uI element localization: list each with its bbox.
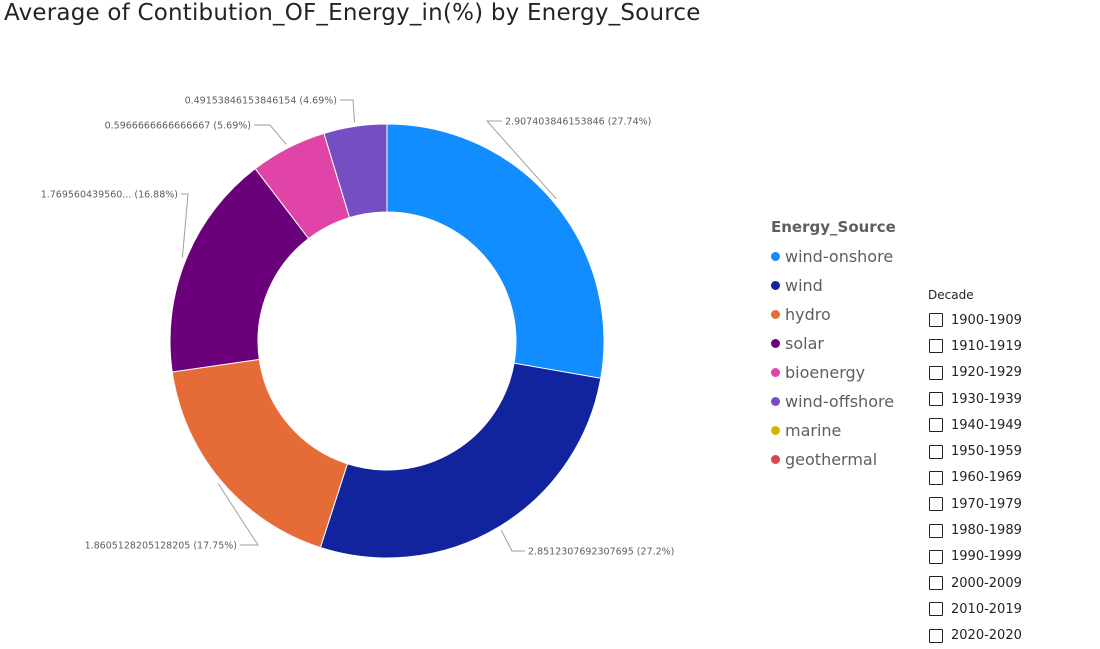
slicer-option-label: 1970-1979	[951, 496, 1022, 512]
legend-item-wind[interactable]: wind	[771, 271, 896, 300]
data-label: 1.769560439560... (16.88%)	[41, 190, 178, 201]
checkbox-icon[interactable]	[929, 365, 943, 380]
leader-line	[500, 529, 525, 552]
leader-line	[485, 120, 557, 200]
legend-marker-icon	[771, 397, 780, 406]
legend-item-marine[interactable]: marine	[771, 416, 896, 445]
slicer-option[interactable]: 1960-1969	[928, 465, 1022, 491]
legend-marker-icon	[771, 252, 780, 261]
legend-item-bioenergy[interactable]: bioenergy	[771, 358, 896, 387]
slicer-option-label: 1960-1969	[951, 470, 1022, 486]
legend-label: bioenergy	[785, 363, 866, 382]
slicer-option[interactable]: 1900-1909	[928, 307, 1022, 333]
legend-label: solar	[785, 334, 824, 353]
checkbox-icon[interactable]	[929, 576, 943, 591]
checkbox-icon[interactable]	[929, 602, 943, 617]
slicer-option[interactable]: 1970-1979	[928, 491, 1022, 517]
legend-marker-icon	[771, 368, 780, 377]
legend-marker-icon	[771, 426, 780, 435]
slice-hydro[interactable]	[171, 358, 349, 549]
slicer-option-label: 1980-1989	[951, 523, 1022, 539]
legend-item-wind-onshore[interactable]: wind-onshore	[771, 242, 896, 271]
slice-wind-onshore[interactable]	[386, 123, 605, 379]
slice-wind-offshore[interactable]	[323, 123, 388, 219]
checkbox-icon[interactable]	[929, 497, 943, 512]
checkbox-icon[interactable]	[929, 549, 943, 564]
leader-line	[217, 483, 259, 546]
checkbox-icon[interactable]	[929, 628, 943, 643]
legend-item-solar[interactable]: solar	[771, 329, 896, 358]
checkbox-icon[interactable]	[929, 313, 943, 328]
slicer-option[interactable]: 1910-1919	[928, 333, 1022, 359]
data-label: 0.49153846153846154 (4.69%)	[185, 96, 337, 107]
legend-item-hydro[interactable]: hydro	[771, 300, 896, 329]
legend-marker-icon	[771, 339, 780, 348]
slicer-option[interactable]: 1980-1989	[928, 517, 1022, 543]
checkbox-icon[interactable]	[929, 418, 943, 433]
legend-label: wind	[785, 276, 823, 295]
checkbox-icon[interactable]	[929, 339, 943, 354]
checkbox-icon[interactable]	[929, 470, 943, 485]
legend-label: geothermal	[785, 450, 878, 469]
legend-title: Energy_Source	[771, 218, 896, 236]
leader-line	[340, 99, 356, 123]
legend-label: wind-onshore	[785, 247, 894, 266]
chart-title: Average of Contibution_OF_Energy_in(%) b…	[4, 0, 701, 26]
data-label: 2.8512307692307695 (27.2%)	[528, 547, 674, 558]
data-label: 1.8605128205128205 (17.75%)	[85, 541, 237, 552]
legend: Energy_Source wind-onshore wind hydro solar…	[771, 216, 896, 474]
leader-line	[181, 193, 189, 258]
slicer-option[interactable]: 1920-1929	[928, 360, 1022, 386]
slicer-option-label: 2000-2009	[951, 575, 1022, 591]
slicer-option-label: 2020-2020	[951, 628, 1022, 644]
slicer-option[interactable]: 2000-2009	[928, 570, 1022, 596]
slicer-title: Decade	[928, 288, 974, 302]
legend-item-geothermal[interactable]: geothermal	[771, 445, 896, 474]
slicer-option-label: 1950-1959	[951, 444, 1022, 460]
legend-marker-icon	[771, 310, 780, 319]
slicer-option-label: 1930-1939	[951, 391, 1022, 407]
decade-slicer: Decade 1900-1909 1910-1919 1920-1929 1930-1…	[928, 286, 1022, 649]
slicer-option[interactable]: 1940-1949	[928, 412, 1022, 438]
legend-marker-icon	[771, 281, 780, 290]
slicer-option-label: 1940-1949	[951, 417, 1022, 433]
checkbox-icon[interactable]	[929, 444, 943, 459]
slicer-option[interactable]: 1990-1999	[928, 544, 1022, 570]
slicer-option-label: 1990-1999	[951, 549, 1022, 565]
data-label: 2.907403846153846 (27.74%)	[505, 117, 651, 128]
slicer-option-label: 1920-1929	[951, 365, 1022, 381]
legend-item-wind-offshore[interactable]: wind-offshore	[771, 387, 896, 416]
slicer-option[interactable]: 2020-2020	[928, 623, 1022, 649]
legend-label: wind-offshore	[785, 392, 895, 411]
data-label: 0.5966666666666667 (5.69%)	[105, 121, 251, 132]
slicer-option-label: 1910-1919	[951, 338, 1022, 354]
checkbox-icon[interactable]	[929, 523, 943, 538]
legend-label: hydro	[785, 305, 831, 324]
slicer-option[interactable]: 1950-1959	[928, 438, 1022, 464]
checkbox-icon[interactable]	[929, 392, 943, 407]
legend-label: marine	[785, 421, 842, 440]
slicer-option[interactable]: 1930-1939	[928, 386, 1022, 412]
slicer-option[interactable]: 2010-2019	[928, 596, 1022, 622]
legend-marker-icon	[771, 455, 780, 464]
slicer-option-label: 2010-2019	[951, 601, 1022, 617]
leader-line	[254, 124, 287, 145]
slice-wind[interactable]	[319, 362, 602, 559]
slicer-option-label: 1900-1909	[951, 312, 1022, 328]
